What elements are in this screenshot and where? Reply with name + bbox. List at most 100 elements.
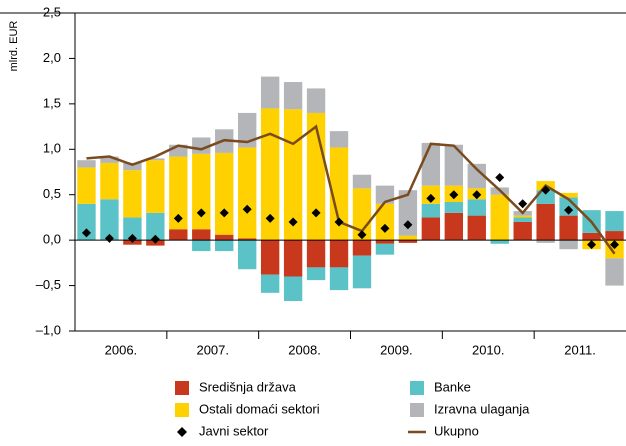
bar-segment — [169, 144, 188, 157]
x-tick-label: 2007. — [196, 342, 229, 357]
diamond-marker — [311, 208, 321, 218]
bar-segment — [77, 203, 96, 241]
diamond-marker — [541, 185, 551, 195]
legend-swatch — [175, 403, 189, 417]
bar-segment — [329, 147, 349, 241]
bar-segment — [467, 199, 486, 216]
legend-label: Ukupno — [434, 423, 479, 438]
bar-segment — [123, 162, 142, 171]
diamond-marker — [173, 213, 183, 223]
y-tick-label: 0,5 — [43, 186, 61, 201]
bar-segment — [215, 152, 234, 235]
legend-label: Ostali domaći sektori — [199, 401, 320, 416]
bar-segment — [490, 240, 509, 244]
bar-segment — [192, 229, 211, 241]
diamond-marker — [219, 208, 229, 218]
bar-segment — [398, 235, 418, 241]
bar-segment — [169, 156, 188, 230]
bar-segment — [306, 267, 326, 281]
diamond-marker — [81, 228, 91, 238]
legend-label: Središnja država — [199, 379, 297, 394]
x-tick-label: 2006. — [105, 342, 138, 357]
diamond-marker — [426, 193, 436, 203]
diamond-marker — [242, 204, 252, 214]
bar-segment — [123, 217, 142, 241]
x-tick-label: 2008. — [288, 342, 321, 357]
bar-segment — [559, 215, 578, 241]
diamond-marker — [357, 230, 367, 240]
diamond-marker — [334, 217, 344, 227]
y-tick-label: –1,0 — [36, 322, 61, 337]
bar-segment — [490, 194, 509, 241]
bar-segment — [605, 211, 624, 232]
bar-segment — [100, 199, 119, 241]
bar-segment — [260, 108, 280, 241]
bar-segment — [238, 147, 257, 239]
legend-swatch — [410, 403, 424, 417]
bar-segment — [375, 240, 395, 244]
bar-segment — [513, 217, 532, 222]
y-tick-label: –0,5 — [36, 277, 61, 292]
y-tick-label: 1,5 — [43, 95, 61, 110]
bar-segment — [260, 274, 280, 293]
bar-segment — [77, 160, 96, 168]
diamond-marker — [127, 233, 137, 243]
diamond-marker — [265, 213, 275, 223]
y-tick-label: 1,0 — [43, 141, 61, 156]
bar-segment — [421, 203, 441, 218]
bar-segment — [559, 240, 578, 250]
bar-segment — [192, 240, 211, 252]
bar-segment — [398, 240, 418, 243]
bar-segment — [329, 267, 349, 291]
diamond-marker — [380, 223, 390, 233]
bar-segment — [605, 240, 624, 259]
bar-segment — [100, 156, 119, 163]
bar-segment — [306, 240, 326, 268]
bar-segment — [352, 240, 372, 256]
bar-segment — [513, 215, 532, 218]
diamond-marker — [104, 233, 114, 243]
bar-segment — [329, 240, 349, 268]
x-tick-label: 2011. — [564, 342, 596, 357]
bar-segment — [283, 240, 303, 277]
bar-segment — [238, 238, 257, 241]
bar-segment — [467, 163, 486, 189]
legend-label: Izravna ulaganja — [434, 401, 530, 416]
bar-segment — [146, 160, 165, 213]
bar-segment — [559, 192, 578, 198]
diamond-marker — [196, 208, 206, 218]
x-tick-label: 2010. — [472, 342, 505, 357]
bar-segment — [260, 240, 280, 275]
bar-segment — [421, 217, 441, 241]
y-tick-label: 2,5 — [43, 4, 61, 19]
bar-segment — [375, 243, 395, 255]
bar-segment — [444, 144, 463, 186]
diamond-marker — [403, 220, 413, 230]
bar-segment — [169, 229, 188, 241]
bar-segment — [123, 170, 142, 218]
diamond-marker — [564, 205, 574, 215]
bar-segment — [444, 212, 463, 241]
diamond-marker — [518, 199, 528, 209]
bar-segment — [146, 212, 165, 241]
bar-segment — [260, 76, 280, 109]
legend-label: Javni sektor — [199, 423, 269, 438]
y-tick-label: 2,0 — [43, 50, 61, 65]
bar-segment — [536, 190, 555, 204]
bar-segment — [283, 82, 303, 110]
bar-segment — [215, 234, 234, 241]
legend-swatch — [175, 381, 189, 395]
y-axis-label: mlrd. EUR — [8, 21, 20, 72]
bar-segment — [306, 88, 326, 113]
diamond-marker — [150, 234, 160, 244]
bar-segment — [444, 201, 463, 213]
diamond-marker — [610, 240, 620, 250]
bar-segment — [536, 203, 555, 241]
bar-segment — [192, 153, 211, 230]
diamond-marker — [495, 172, 505, 182]
bar-segment — [375, 203, 395, 241]
diamond-marker — [472, 190, 482, 200]
legend-swatch — [177, 427, 187, 437]
bar-segment — [77, 167, 96, 204]
